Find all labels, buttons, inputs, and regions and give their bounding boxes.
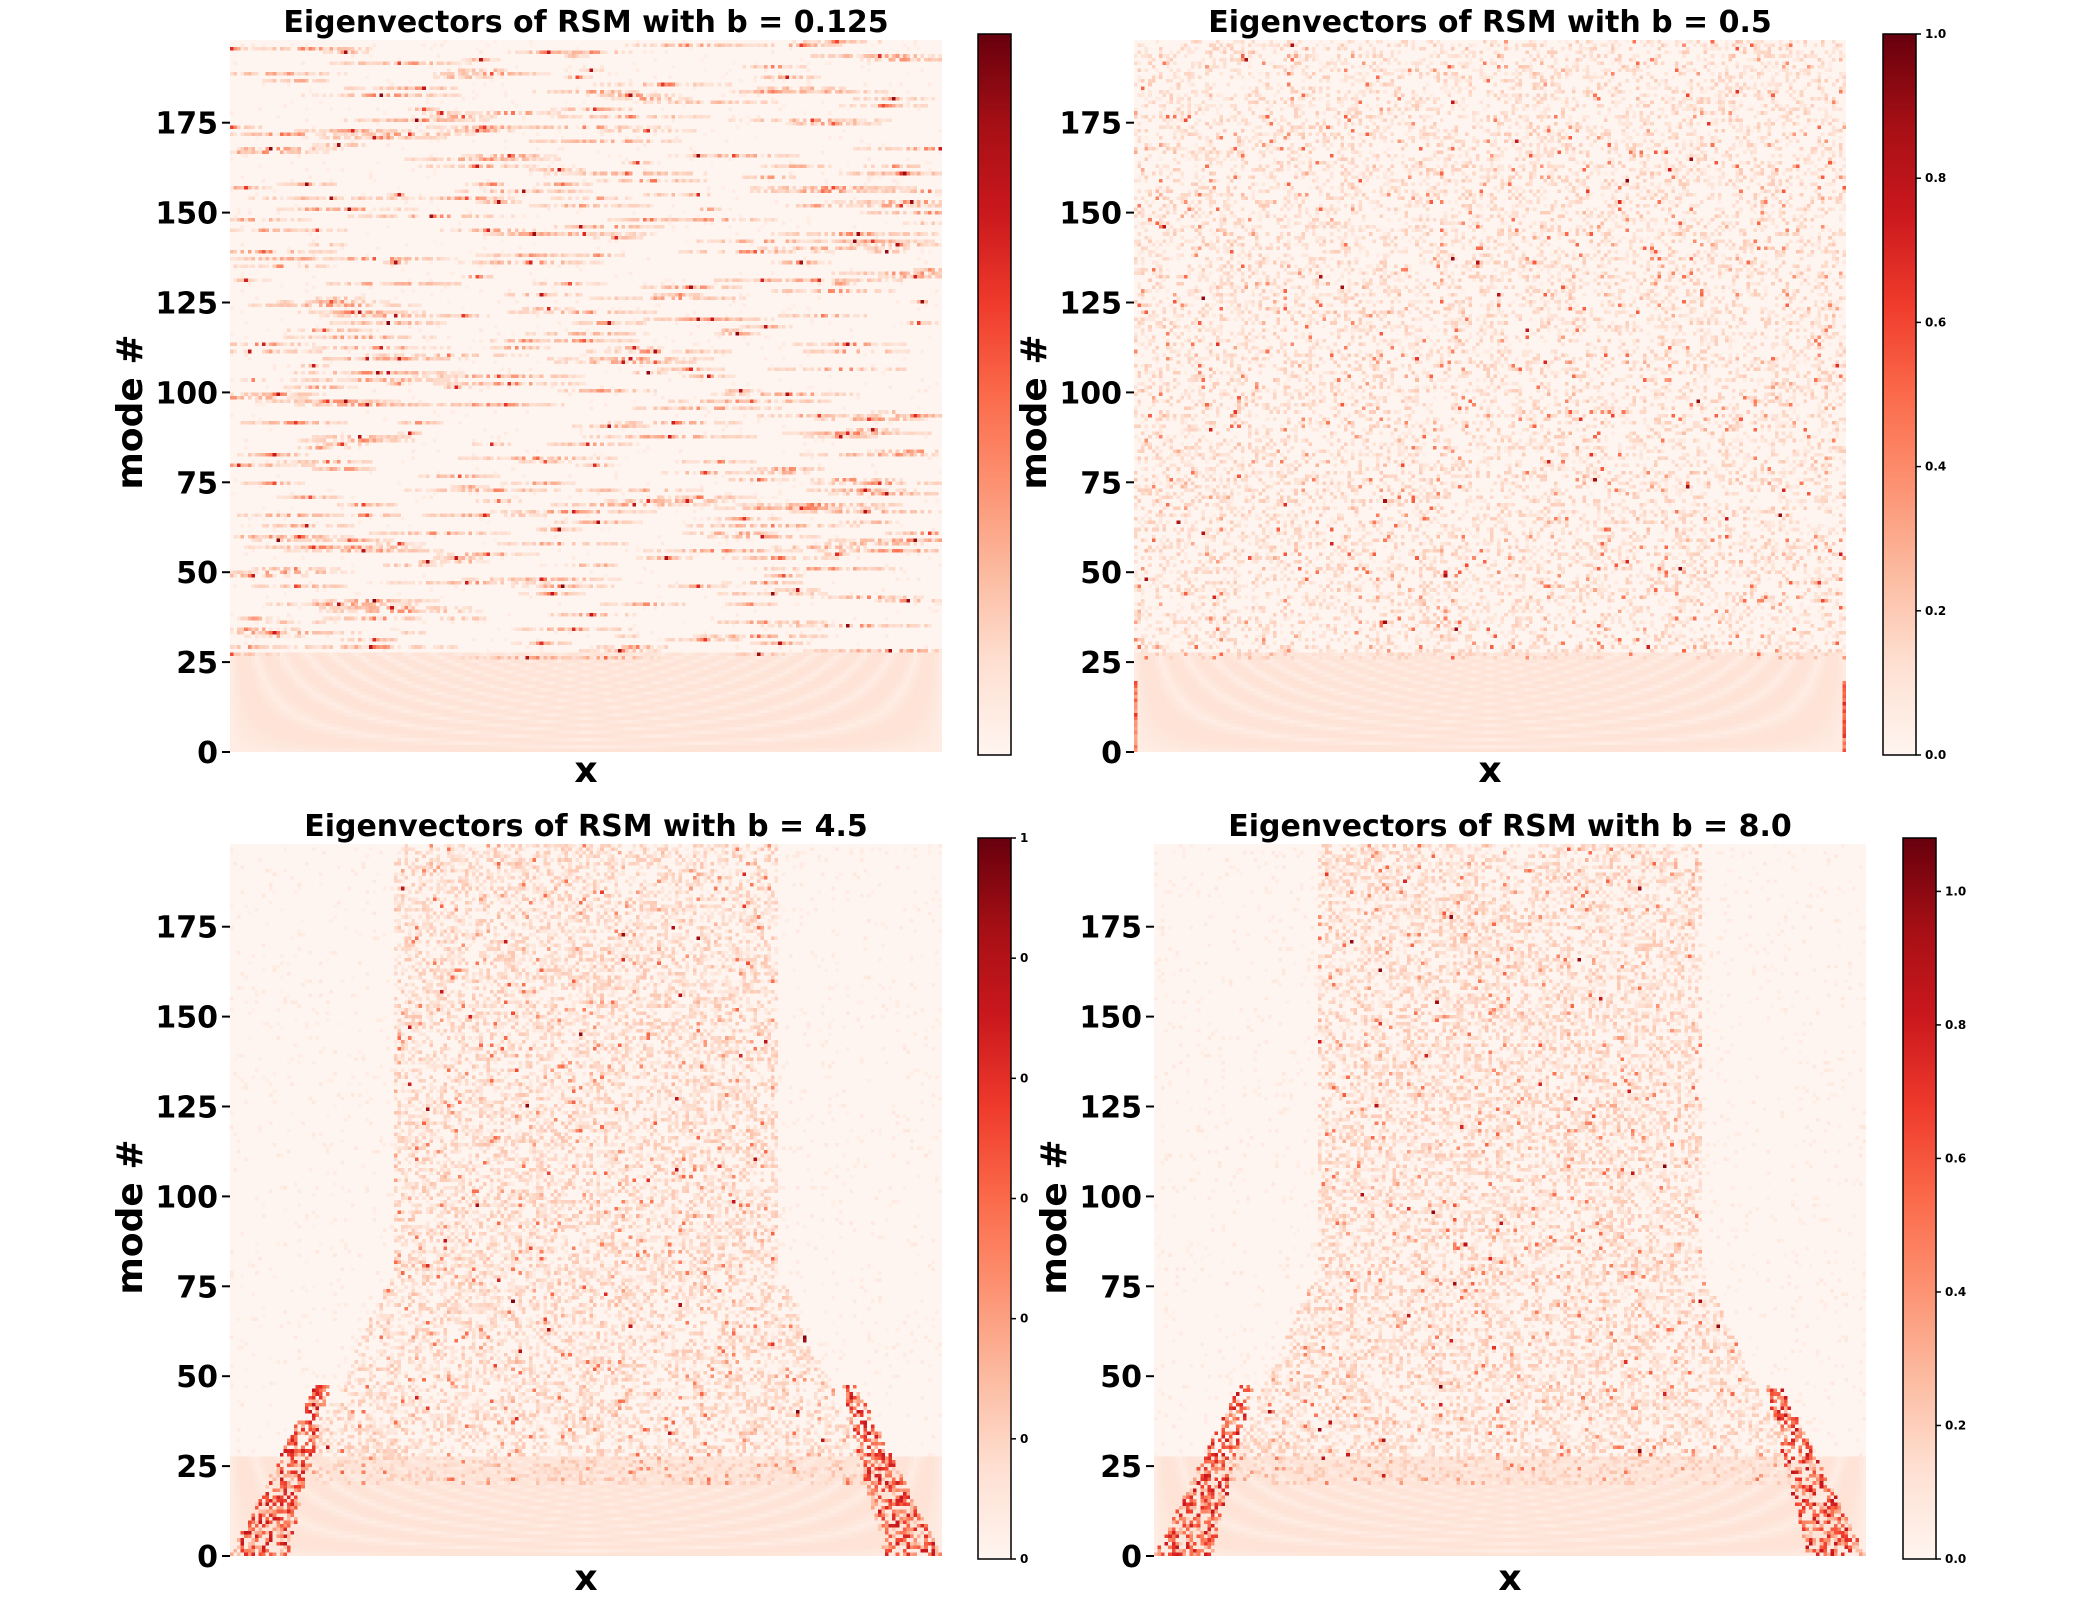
panel-3: Eigenvectors of RSM with b = 4.5 0 25 50 75 1… — [110, 809, 1028, 1599]
y-tick-label: 100 — [1059, 376, 1122, 411]
y-tick-label: 50 — [1080, 556, 1122, 591]
y-tick-label: 25 — [1080, 646, 1122, 681]
x-axis-label: x — [1478, 750, 1501, 791]
heatmap-image — [230, 844, 942, 1556]
colorbar-tick-label: 0 — [1020, 1432, 1028, 1446]
colorbar-tick-label: 0.8 — [1945, 1018, 1966, 1032]
y-tick-label: 0 — [1101, 736, 1122, 771]
colorbar-tick-label: 0 — [1020, 1552, 1028, 1566]
colorbar-tick-label: 0.2 — [1925, 604, 1946, 618]
panel-2: Eigenvectors of RSM with b = 0.5 0 25 50 75 1… — [1014, 5, 1946, 791]
panel-1: Eigenvectors of RSM with b = 0.125 0 25 50 7… — [110, 5, 1012, 791]
colorbar-tick-label: 1.0 — [1945, 884, 1966, 898]
panel-4: Eigenvectors of RSM with b = 8.0 0 25 50 75 1… — [1034, 809, 1966, 1599]
colorbar-tick-label: 1.0 — [1925, 27, 1946, 41]
y-tick-label: 150 — [155, 197, 218, 232]
panel-title: Eigenvectors of RSM with b = 8.0 — [1228, 809, 1792, 844]
y-tick-label: 25 — [176, 1450, 218, 1485]
y-tick-label: 0 — [197, 736, 218, 771]
colorbar-tick-label: 0.6 — [1925, 315, 1946, 329]
y-tick-label: 100 — [155, 376, 218, 411]
y-tick-label: 175 — [155, 107, 218, 142]
y-tick-label: 50 — [176, 556, 218, 591]
y-tick-label: 50 — [1100, 1360, 1142, 1395]
panel-title: Eigenvectors of RSM with b = 4.5 — [304, 809, 868, 844]
y-tick-label: 0 — [197, 1540, 218, 1575]
y-tick-label: 125 — [155, 287, 218, 322]
colorbar — [977, 837, 1012, 1560]
x-axis-label: x — [574, 750, 597, 791]
heatmap-image — [1134, 40, 1846, 752]
y-axis-label: mode # — [110, 1139, 151, 1294]
y-tick-label: 150 — [155, 1001, 218, 1036]
y-axis-label: mode # — [1034, 1139, 1075, 1294]
heatmap-image — [1154, 844, 1866, 1556]
y-tick-label: 75 — [1100, 1270, 1142, 1305]
colorbar-tick-label: 0.8 — [1925, 171, 1946, 185]
y-tick-label: 75 — [1080, 466, 1122, 501]
y-tick-label: 0 — [1121, 1540, 1142, 1575]
y-tick-label: 25 — [1100, 1450, 1142, 1485]
y-tick-label: 175 — [1059, 107, 1122, 142]
y-tick-label: 75 — [176, 1270, 218, 1305]
colorbar — [1882, 33, 1917, 756]
y-axis-label: mode # — [1014, 334, 1055, 489]
y-tick-label: 150 — [1079, 1001, 1142, 1036]
y-tick-label: 75 — [176, 466, 218, 501]
colorbar-tick-label: 1 — [1020, 831, 1028, 845]
colorbar — [977, 33, 1012, 756]
y-tick-label: 125 — [155, 1091, 218, 1126]
colorbar — [1902, 837, 1937, 1560]
y-tick-label: 125 — [1059, 287, 1122, 322]
colorbar-tick-label: 0 — [1020, 1312, 1028, 1326]
y-tick-label: 100 — [155, 1180, 218, 1215]
y-tick-label: 125 — [1079, 1091, 1142, 1126]
y-tick-label: 175 — [1079, 911, 1142, 946]
colorbar-tick-label: 0.2 — [1945, 1418, 1966, 1432]
x-axis-label: x — [1498, 1558, 1521, 1599]
y-tick-label: 25 — [176, 646, 218, 681]
colorbar-tick-label: 0.4 — [1945, 1285, 1966, 1299]
panel-title: Eigenvectors of RSM with b = 0.5 — [1208, 5, 1772, 40]
y-tick-label: 50 — [176, 1360, 218, 1395]
x-axis-label: x — [574, 1558, 597, 1599]
heatmap-image — [230, 40, 942, 752]
colorbar-tick-label: 0 — [1020, 951, 1028, 965]
colorbar-tick-label: 0.6 — [1945, 1151, 1966, 1165]
panel-title: Eigenvectors of RSM with b = 0.125 — [283, 5, 888, 40]
y-tick-label: 150 — [1059, 197, 1122, 232]
y-tick-label: 100 — [1079, 1180, 1142, 1215]
y-axis-label: mode # — [110, 334, 151, 489]
colorbar-tick-label: 0.4 — [1925, 460, 1946, 474]
colorbar-tick-label: 0 — [1020, 1192, 1028, 1206]
colorbar-tick-label: 0 — [1020, 1071, 1028, 1085]
colorbar-tick-label: 0.0 — [1945, 1552, 1966, 1566]
y-tick-label: 175 — [155, 911, 218, 946]
colorbar-tick-label: 0.0 — [1925, 748, 1946, 762]
